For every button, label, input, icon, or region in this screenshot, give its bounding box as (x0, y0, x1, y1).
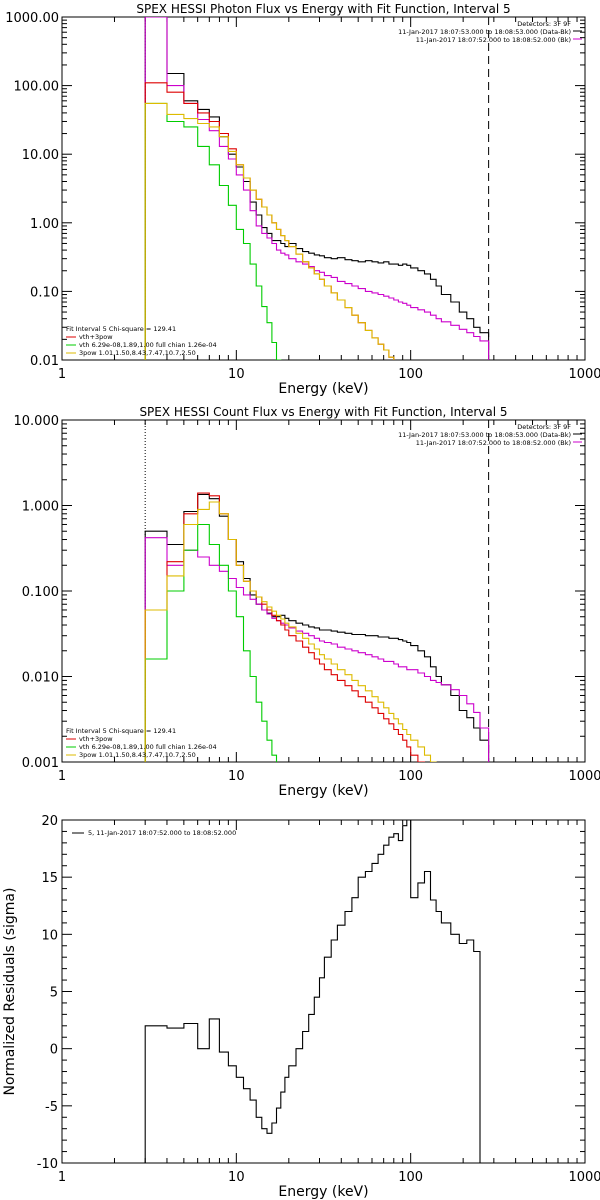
y-tick-label: 10 (41, 928, 58, 943)
x-tick-label: 1000 (568, 769, 600, 784)
series-residuals (144, 820, 481, 1163)
fit-legend-label: vth+3pow (79, 735, 113, 743)
fit-legend-label: vth 6.29e-08,1.89,1.00 full chian 1.26e-… (79, 743, 217, 751)
y-tick-label: 0 (50, 1043, 58, 1058)
y-tick-label: 1.000 (22, 500, 59, 515)
series-data-bk (144, 493, 490, 762)
x-tick-label: 100 (398, 1170, 423, 1185)
fit-legend-title: Fit Interval 5 Chi-square = 129.41 (66, 727, 176, 735)
series-vth-3pow (144, 492, 426, 762)
x-axis-label: Energy (keV) (278, 783, 368, 799)
series-group (144, 492, 490, 762)
y-tick-label: 0.001 (22, 756, 59, 771)
x-tick-label: 100 (398, 367, 423, 382)
y-tick-label: -5 (45, 1100, 58, 1115)
series-bk (144, 17, 490, 360)
x-tick-label: 1 (58, 1170, 66, 1185)
y-tick-label: 15 (41, 871, 58, 886)
residual-legend-label: 5, 11-Jan-2017 18:07:52.000 to 18:08:52.… (88, 829, 236, 837)
x-axis-label: Energy (keV) (278, 1184, 368, 1200)
y-tick-label: 5 (50, 986, 58, 1001)
y-tick-label: 0.010 (22, 671, 59, 686)
series-3pow (144, 501, 437, 762)
y-tick-label: 1000.00 (5, 11, 59, 26)
y-tick-label: 0.01 (30, 354, 59, 369)
plot-frame (61, 819, 586, 1164)
y-tick-label: 10.00 (22, 148, 59, 163)
x-tick-label: 10 (228, 769, 245, 784)
plot-frame (61, 16, 586, 361)
x-tick-label: 100 (398, 769, 423, 784)
y-tick-label: 10.000 (14, 414, 60, 429)
x-tick-label: 10 (228, 1170, 245, 1185)
fit-legend-label: 3pow 1.01,1.50,8.43,7.47,10.7,2.50 (79, 751, 196, 759)
series-group (144, 820, 481, 1163)
info-line: 11-Jan-2017 18:07:52.000 to 18:08:52.000… (416, 439, 571, 447)
chart-title: SPEX HESSI Photon Flux vs Energy with Fi… (136, 2, 510, 16)
x-tick-label: 1 (58, 769, 66, 784)
info-line: 11-Jan-2017 18:07:52.000 to 18:08:52.000… (416, 36, 571, 44)
y-tick-label: -10 (37, 1157, 58, 1172)
y-tick-label: 100.00 (14, 80, 60, 95)
fit-legend-label: 3pow 1.01,1.50,8.43,7.47,10.7,2.50 (79, 349, 196, 357)
fit-legend-label: vth 6.29e-08,1.89,1.00 full chian 1.26e-… (79, 341, 217, 349)
y-tick-label: 1.00 (30, 217, 59, 232)
y-tick-label: 0.10 (30, 285, 59, 300)
series-bk (144, 537, 490, 762)
series-group (144, 17, 490, 360)
fit-legend-title: Fit Interval 5 Chi-square = 129.41 (66, 325, 176, 333)
info-line: Detectors: 3F 9F (517, 423, 571, 431)
info-line: 11-Jan-2017 18:07:53.000 to 18:08:53.000… (398, 28, 571, 36)
x-tick-label: 1000 (568, 1170, 600, 1185)
x-tick-label: 10 (228, 367, 245, 382)
y-tick-label: 0.100 (22, 585, 59, 600)
y-axis-label: Normalized Residuals (sigma) (2, 888, 18, 1096)
series-vth (144, 102, 282, 360)
x-tick-label: 1000 (568, 367, 600, 382)
info-line: 11-Jan-2017 18:07:53.000 to 18:08:53.000… (398, 431, 571, 439)
x-tick-label: 1 (58, 367, 66, 382)
series-data-bk (144, 17, 490, 360)
info-line: Detectors: 3F 9F (517, 20, 571, 28)
series-vth (144, 523, 278, 762)
fit-legend-label: vth+3pow (79, 333, 113, 341)
chart-title: SPEX HESSI Count Flux vs Energy with Fit… (139, 405, 507, 419)
plot-frame (61, 419, 586, 763)
x-axis-label: Energy (keV) (278, 381, 368, 397)
series-3pow (144, 102, 395, 360)
y-tick-label: 20 (41, 814, 58, 829)
